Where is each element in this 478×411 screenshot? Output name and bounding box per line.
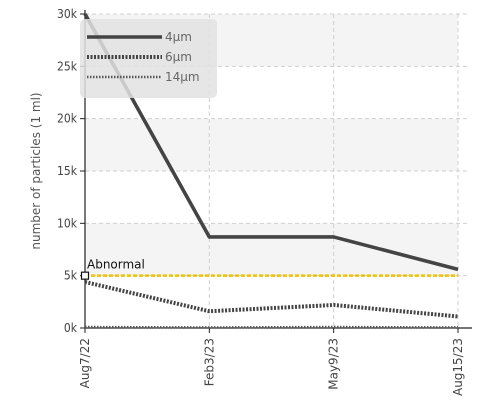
legend-label-0: 4μm bbox=[165, 30, 192, 44]
y-tick-label: 30k bbox=[57, 7, 78, 21]
x-tick-label: Aug15/23 bbox=[451, 338, 465, 396]
x-tick-label: Aug7/22 bbox=[78, 338, 92, 388]
series-line-1 bbox=[84, 280, 459, 319]
series-line-2 bbox=[84, 325, 459, 329]
y-tick-label: 5k bbox=[64, 269, 78, 283]
y-axis-title: number of particles (1 ml) bbox=[29, 92, 43, 249]
threshold-marker bbox=[80, 271, 90, 280]
abnormal-threshold: Abnormal bbox=[80, 258, 458, 280]
series-lines bbox=[83, 13, 459, 329]
y-tick-label: 25k bbox=[57, 59, 78, 73]
x-tick-label: May9/23 bbox=[327, 338, 341, 390]
y-tick-labels: 0k 5k 10k 15k 20k 25k 30k bbox=[57, 7, 78, 335]
y-tick-label: 15k bbox=[57, 164, 78, 178]
y-tick-label: 20k bbox=[57, 112, 78, 126]
series-line-0 bbox=[83, 13, 459, 272]
grid-band bbox=[85, 118, 458, 171]
legend-label-1: 6μm bbox=[165, 50, 192, 64]
x-tick-labels: Aug7/22 Feb3/23 May9/23 Aug15/23 bbox=[78, 338, 465, 396]
threshold-label: Abnormal bbox=[87, 258, 145, 272]
legend-label-2: 14μm bbox=[165, 70, 200, 84]
y-tick-label: 0k bbox=[64, 321, 78, 335]
y-tick-label: 10k bbox=[57, 216, 78, 230]
x-tick-label: Feb3/23 bbox=[202, 338, 216, 386]
grid-band bbox=[85, 223, 458, 276]
legend: 4μm 6μm 14μm bbox=[80, 19, 217, 98]
